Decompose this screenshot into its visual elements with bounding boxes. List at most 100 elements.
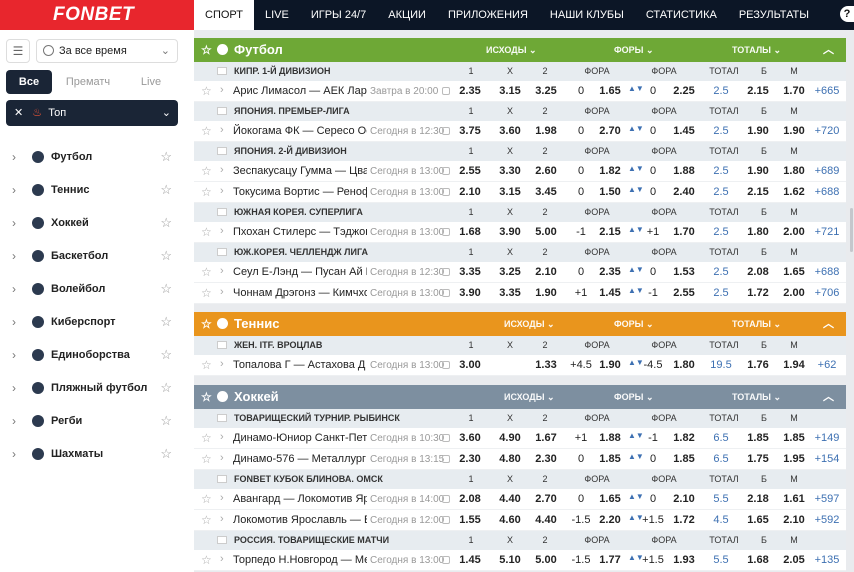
swap-arrows-icon[interactable]: ▲▼ <box>628 124 644 133</box>
chevron-right-icon[interactable]: › <box>220 513 224 525</box>
chevron-right-icon[interactable]: › <box>12 380 16 395</box>
event-row[interactable]: ☆ › Авангард — Локомотив ЯрославльСегодня … <box>194 489 846 510</box>
odds-f1[interactable]: 2.70 <box>599 125 621 137</box>
event-teams[interactable]: Йокогама ФК — Сересо Осака <box>233 125 367 137</box>
odds-m[interactable]: 2.00 <box>783 226 805 238</box>
odds-m[interactable]: 1.70 <box>783 85 805 97</box>
nav-item[interactable]: РЕЗУЛЬТАТЫ <box>738 9 810 21</box>
odds-c2[interactable]: 1.90 <box>535 287 557 299</box>
odds-tot[interactable]: 2.5 <box>713 165 729 177</box>
odds-tot[interactable]: 2.5 <box>713 125 729 137</box>
event-teams[interactable]: Зеспакусацу Гумма — Цвайген <box>233 165 367 177</box>
star-icon[interactable]: ☆ <box>201 124 212 138</box>
stats-icon[interactable] <box>442 268 450 276</box>
odds-x[interactable]: 4.40 <box>499 493 521 505</box>
swap-arrows-icon[interactable]: ▲▼ <box>628 452 644 461</box>
period-select[interactable]: За все время ⌄ <box>36 39 178 63</box>
star-icon[interactable]: ☆ <box>160 379 172 395</box>
outcomes-header[interactable]: ИСХОДЫ ⌄ <box>504 392 555 402</box>
odds-c1[interactable]: 3.60 <box>459 432 481 444</box>
stats-icon[interactable] <box>442 556 450 564</box>
odds-f1[interactable]: 2.35 <box>599 266 621 278</box>
logo[interactable]: FONBET <box>0 0 194 30</box>
swap-arrows-icon[interactable]: ▲▼ <box>628 225 644 234</box>
chevron-right-icon[interactable]: › <box>220 164 224 176</box>
event-row[interactable]: ☆ › Токусима Вортис — Ренофа Сегодня в 13:0… <box>194 182 846 203</box>
odds-c2[interactable]: 5.00 <box>535 554 557 566</box>
star-icon[interactable]: ☆ <box>160 247 172 263</box>
event-teams[interactable]: Локомотив Ярославль — Барыс <box>233 514 367 526</box>
outcomes-header[interactable]: ИСХОДЫ ⌄ <box>486 45 537 55</box>
chevron-right-icon[interactable]: › <box>220 492 224 504</box>
star-icon[interactable]: ☆ <box>160 148 172 164</box>
odds-f1[interactable]: 1.88 <box>599 432 621 444</box>
odds-tot[interactable]: 2.5 <box>713 85 729 97</box>
star-icon[interactable]: ☆ <box>160 445 172 461</box>
sidebar-sport-item[interactable]: › Хоккей ☆ <box>0 206 194 239</box>
star-icon[interactable]: ☆ <box>201 452 212 466</box>
sidebar-sport-item[interactable]: › Единоборства ☆ <box>0 338 194 371</box>
chevron-up-icon[interactable]: ︿ <box>823 391 834 403</box>
stats-icon[interactable] <box>442 434 450 442</box>
filter-settings-icon[interactable]: ☰ <box>6 39 30 63</box>
nav-item[interactable]: АКЦИИ <box>388 9 426 21</box>
odds-b[interactable]: 1.90 <box>747 165 769 177</box>
star-icon[interactable]: ☆ <box>201 553 212 567</box>
odds-c2[interactable]: 3.45 <box>535 186 557 198</box>
star-icon[interactable]: ☆ <box>201 431 212 445</box>
event-row[interactable]: ☆ › Динамо-576 — Металлург ВОСегодня в 13:… <box>194 449 846 470</box>
swap-arrows-icon[interactable]: ▲▼ <box>628 286 644 295</box>
odds-c2[interactable]: 3.25 <box>535 85 557 97</box>
odds-tot[interactable]: 6.5 <box>713 453 729 465</box>
star-icon[interactable]: ☆ <box>201 185 212 199</box>
odds-f2[interactable]: 1.72 <box>673 514 695 526</box>
odds-tot[interactable]: 5.5 <box>713 493 729 505</box>
odds-c1[interactable]: 1.45 <box>459 554 481 566</box>
chevron-right-icon[interactable]: › <box>12 215 16 230</box>
sidebar-sport-item[interactable]: › Футбол ☆ <box>0 140 194 173</box>
chevron-up-icon[interactable]: ︿ <box>823 318 834 330</box>
event-row[interactable]: ☆ › Зеспакусацу Гумма — ЦвайгенСегодня в 1… <box>194 161 846 182</box>
sidebar-sport-item[interactable]: › Киберспорт ☆ <box>0 305 194 338</box>
odds-c1[interactable]: 3.35 <box>459 266 481 278</box>
odds-c1[interactable]: 2.30 <box>459 453 481 465</box>
nav-item[interactable]: СПОРТ <box>194 0 254 30</box>
event-row[interactable]: ☆ › Сеул Е-Лэнд — Пусан Ай ПаркСегодня в 1… <box>194 262 846 283</box>
help-icon[interactable]: ? <box>840 6 854 22</box>
odds-f2[interactable]: 2.40 <box>673 186 695 198</box>
chevron-right-icon[interactable]: › <box>12 347 16 362</box>
odds-tot[interactable]: 2.5 <box>713 266 729 278</box>
odds-f2[interactable]: 1.82 <box>673 432 695 444</box>
odds-more[interactable]: +592 <box>814 514 840 526</box>
odds-c2[interactable]: 2.30 <box>535 453 557 465</box>
odds-m[interactable]: 1.90 <box>783 125 805 137</box>
odds-m[interactable]: 1.62 <box>783 186 805 198</box>
nav-item[interactable]: СТАТИСТИКА <box>645 9 717 21</box>
odds-f2[interactable]: 2.55 <box>673 287 695 299</box>
star-icon[interactable]: ☆ <box>201 513 212 527</box>
totals-header[interactable]: ТОТАЛЫ ⌄ <box>732 319 781 329</box>
stats-icon[interactable] <box>442 516 450 524</box>
star-icon[interactable]: ☆ <box>201 286 212 300</box>
odds-more[interactable]: +706 <box>814 287 840 299</box>
sidebar-sport-item[interactable]: › Волейбол ☆ <box>0 272 194 305</box>
odds-x[interactable]: 5.10 <box>499 554 521 566</box>
odds-f1[interactable]: 1.65 <box>599 493 621 505</box>
odds-b[interactable]: 2.08 <box>747 266 769 278</box>
sidebar-sport-item[interactable]: › Теннис ☆ <box>0 173 194 206</box>
odds-f1[interactable]: 1.77 <box>599 554 621 566</box>
odds-c2[interactable]: 2.60 <box>535 165 557 177</box>
event-row[interactable]: ☆ › Арис Лимасол — АЕК ЛарнакаЗавтра в 20:… <box>194 81 846 102</box>
swap-arrows-icon[interactable]: ▲▼ <box>628 431 644 440</box>
odds-tot[interactable]: 5.5 <box>713 554 729 566</box>
odds-m[interactable]: 1.61 <box>783 493 805 505</box>
swap-arrows-icon[interactable]: ▲▼ <box>628 164 644 173</box>
chevron-right-icon[interactable]: › <box>12 446 16 461</box>
stats-icon[interactable] <box>442 455 450 463</box>
odds-c1[interactable]: 2.55 <box>459 165 481 177</box>
star-icon[interactable]: ☆ <box>201 390 212 404</box>
odds-c1[interactable]: 2.08 <box>459 493 481 505</box>
close-icon[interactable]: ✕ <box>14 107 24 119</box>
swap-arrows-icon[interactable]: ▲▼ <box>628 358 644 367</box>
event-teams[interactable]: Чоннам Дрэгонз — Кимчхон <box>233 287 367 299</box>
